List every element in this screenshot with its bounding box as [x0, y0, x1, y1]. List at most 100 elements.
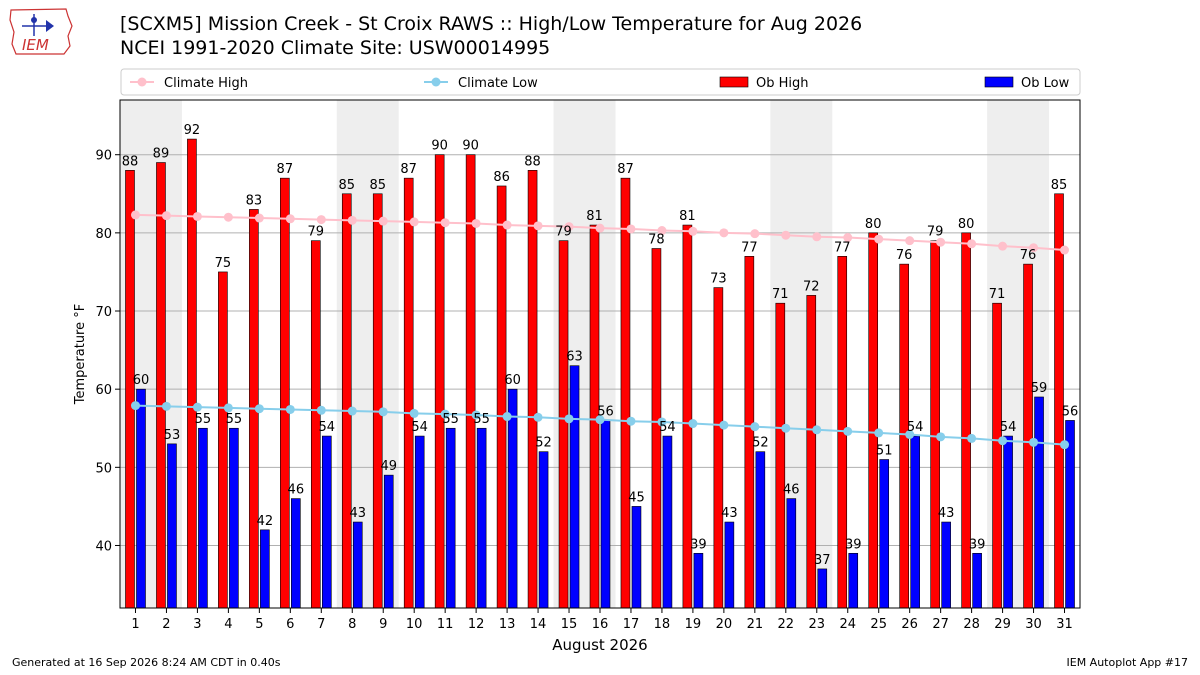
- ob-high-bar: [125, 170, 135, 609]
- ob-high-label: 73: [710, 272, 727, 287]
- ob-low-bar: [1034, 396, 1044, 609]
- app-note: IEM Autoplot App #17: [1066, 656, 1189, 669]
- legend-climate-high-marker: [137, 77, 147, 87]
- ob-low-bar: [260, 529, 270, 609]
- ob-low-bar: [693, 552, 704, 609]
- ob-high-bar: [1023, 263, 1033, 609]
- climate-high-point: [905, 236, 915, 246]
- grid-lines: [120, 154, 1080, 546]
- climate-high-point: [316, 215, 326, 225]
- climate-low-point: [130, 401, 140, 411]
- ob-high-bar: [187, 138, 197, 609]
- ob-low-bar: [879, 459, 890, 609]
- ob-low-label: 52: [535, 436, 552, 451]
- ob-low-label: 43: [349, 506, 366, 521]
- x-tick-label: 8: [348, 617, 356, 632]
- ob-low-bar: [445, 427, 456, 609]
- ob-low-bar: [662, 435, 673, 609]
- x-tick-label: 11: [437, 617, 454, 632]
- climate-low-point: [843, 426, 853, 436]
- ob-high-label: 78: [648, 232, 665, 247]
- ob-low-bar: [414, 435, 425, 609]
- ob-low-label: 43: [721, 506, 738, 521]
- climate-low-point: [285, 404, 295, 414]
- x-tick-label: 13: [499, 617, 516, 632]
- x-tick-label: 21: [747, 617, 764, 632]
- ob-low-bar: [167, 443, 177, 609]
- ob-low-label: 46: [288, 483, 305, 498]
- legend-box: [120, 68, 1081, 96]
- ob-high-bar: [930, 240, 940, 609]
- x-tick-label: 26: [901, 617, 918, 632]
- x-tick-label: 30: [1025, 617, 1042, 632]
- ob-high-label: 88: [524, 154, 541, 169]
- ob-high-bar: [341, 193, 352, 609]
- ob-high-label: 76: [1020, 248, 1037, 263]
- climate-high-point: [967, 239, 977, 249]
- climate-low-point: [626, 416, 636, 426]
- climate-high-point: [750, 229, 760, 239]
- ob-high-label: 90: [431, 139, 448, 154]
- climate-low-point: [688, 419, 698, 429]
- legend-climate-high-label: Climate High: [164, 76, 248, 91]
- climate-high-point: [1029, 243, 1039, 253]
- ob-low-bar: [198, 427, 208, 609]
- x-tick-label: 24: [839, 617, 856, 632]
- ob-high-label: 88: [122, 154, 139, 169]
- ob-low-label: 63: [566, 350, 583, 365]
- legend-ob-low-label: Ob Low: [1021, 76, 1070, 91]
- ob-low-label: 60: [504, 373, 521, 388]
- climate-low-point: [254, 404, 264, 414]
- climate-low-point: [657, 417, 667, 427]
- ob-high-label: 86: [493, 170, 510, 185]
- climate-low-point: [1029, 437, 1039, 447]
- x-tick-label: 6: [286, 617, 294, 632]
- iem-logo: IEM: [8, 6, 74, 58]
- y-tick-label: 60: [95, 383, 112, 398]
- legend-climate-low-label: Climate Low: [458, 76, 538, 91]
- ob-low-bar: [755, 451, 766, 609]
- climate-low-point: [316, 405, 326, 415]
- ob-low-bar: [848, 552, 859, 609]
- climate-high-point: [719, 228, 729, 238]
- ob-low-bar: [136, 388, 146, 609]
- chart-title: [SCXM5] Mission Creek - St Croix RAWS ::…: [120, 12, 862, 60]
- ob-low-bar: [1065, 420, 1075, 609]
- ob-low-label: 55: [473, 412, 490, 427]
- x-tick-label: 20: [716, 617, 733, 632]
- ob-high-bar: [713, 287, 724, 609]
- svg-text:IEM: IEM: [22, 36, 49, 54]
- ob-low-bar: [972, 552, 982, 609]
- ob-high-label: 89: [153, 147, 170, 162]
- x-tick-label: 4: [224, 617, 232, 632]
- climate-high-point: [378, 216, 388, 226]
- climate-high-point: [812, 232, 822, 242]
- climate-high-point: [1060, 245, 1070, 255]
- x-tick-label: 2: [162, 617, 170, 632]
- ob-high-label: 79: [927, 225, 944, 240]
- x-tick-label: 22: [778, 617, 795, 632]
- climate-high-point: [409, 217, 419, 227]
- weekend-shading: [120, 100, 1050, 608]
- climate-high-point: [657, 226, 667, 236]
- ob-high-label: 75: [215, 256, 232, 271]
- y-tick-label: 50: [95, 461, 112, 476]
- climate-low-point: [905, 429, 915, 439]
- ob-low-bar: [724, 521, 735, 609]
- x-tick-label: 9: [379, 617, 387, 632]
- climate-low-point: [1060, 440, 1070, 450]
- ob-low-label: 46: [783, 483, 800, 498]
- climate-high-point: [285, 214, 295, 224]
- ob-high-label: 71: [772, 287, 789, 302]
- ob-high-label: 87: [400, 162, 417, 177]
- y-tick-label: 70: [95, 305, 112, 320]
- x-tick-label: 15: [561, 617, 578, 632]
- climate-low-point: [378, 407, 388, 417]
- x-axis-label: August 2026: [552, 636, 647, 654]
- ob-high-label: 87: [617, 162, 634, 177]
- climate-high-point: [936, 237, 946, 247]
- ob-high-bar: [156, 162, 166, 609]
- climate-low-point: [781, 423, 791, 433]
